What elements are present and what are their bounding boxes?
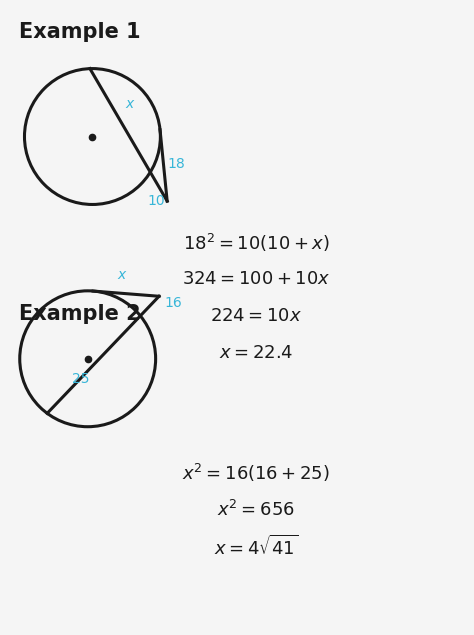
Text: Example 1: Example 1 [19,22,141,42]
Text: x: x [126,97,134,111]
Text: $x^2 = 656$: $x^2 = 656$ [217,500,295,520]
Text: $x^2 = 16(16 + 25)$: $x^2 = 16(16 + 25)$ [182,462,330,484]
Text: x: x [117,268,126,282]
Text: $224 = 10x$: $224 = 10x$ [210,307,302,325]
Text: $x = 22.4$: $x = 22.4$ [219,344,293,362]
Text: $x = 4\sqrt{41}$: $x = 4\sqrt{41}$ [214,535,298,559]
Text: 16: 16 [165,296,182,310]
Text: Example 2: Example 2 [19,304,141,323]
Text: $18^2 = 10(10 + x)$: $18^2 = 10(10 + x)$ [182,232,329,253]
Text: 25: 25 [72,372,89,386]
Text: 18: 18 [167,157,185,171]
Text: $324 = 100 + 10x$: $324 = 100 + 10x$ [182,271,330,288]
Text: 10: 10 [147,194,165,208]
